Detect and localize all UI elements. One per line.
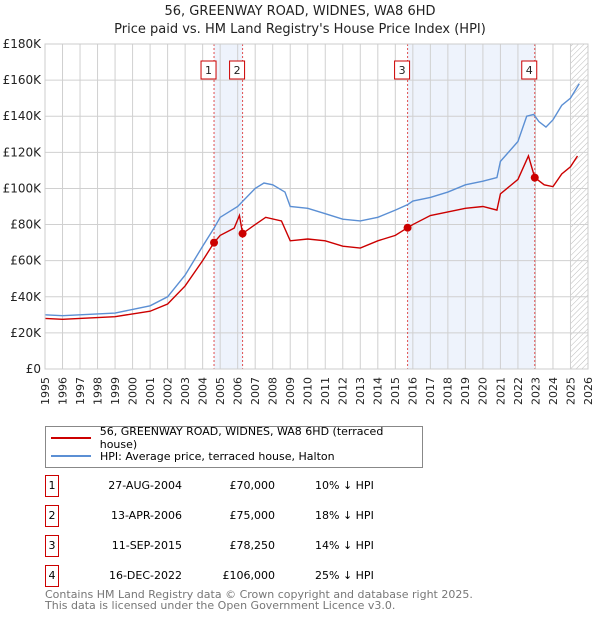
x-tick-label: 2018	[442, 377, 455, 405]
sale-point	[530, 173, 539, 182]
chart-title: 56, GREENWAY ROAD, WIDNES, WA8 6HD	[164, 4, 436, 19]
x-tick-label: 2023	[529, 377, 542, 405]
x-tick-label: 2005	[214, 377, 227, 405]
x-tick-label: 2019	[459, 377, 472, 405]
forecast-region	[570, 44, 588, 369]
x-tick-label: 2009	[284, 377, 297, 405]
x-tick-label: 1998	[91, 377, 104, 405]
y-tick-label: £0	[26, 362, 41, 376]
legend-label: HPI: Average price, terraced house, Halt…	[100, 449, 335, 463]
x-tick-label: 2012	[337, 377, 350, 405]
sale-marker-label: 1	[45, 475, 59, 497]
x-tick-label: 2021	[494, 377, 507, 405]
x-tick-label: 1997	[74, 377, 87, 405]
sale-date: 16-DEC-2022	[108, 569, 182, 582]
sale-marker-box	[229, 60, 246, 80]
y-tick-label: £140K	[3, 109, 43, 123]
hpi-line	[44, 83, 580, 317]
x-tick-label: 2017	[424, 377, 437, 405]
sale-marker-label: 4	[526, 64, 533, 77]
y-tick-label: £100K	[3, 181, 43, 195]
sale-point	[403, 223, 412, 232]
x-tick-label: 2004	[196, 377, 209, 405]
x-tick-label: 2001	[144, 377, 157, 405]
x-tick-label: 2006	[232, 377, 245, 405]
sale-date: 11-SEP-2015	[111, 539, 182, 552]
sale-hpi-diff: 25% ↓ HPI	[315, 569, 374, 582]
y-tick-label: £80K	[10, 218, 42, 232]
chart-plot: 1995 1996 1997 1998 1999 2000 2001 2002 2003 2004…	[3, 37, 595, 405]
property-price-line	[44, 153, 579, 321]
shaded-period	[407, 44, 535, 369]
sale-date: 27-AUG-2004	[108, 479, 182, 492]
sale-marker-label: 3	[45, 535, 59, 557]
plot-frame	[44, 43, 589, 370]
sale-point	[238, 229, 247, 238]
x-tick-label: 1995	[39, 377, 52, 405]
legend-swatch	[51, 437, 91, 439]
x-tick-label: 2013	[354, 377, 367, 405]
sale-marker-label: 1	[205, 64, 212, 77]
sale-price: £70,000	[229, 479, 276, 492]
x-tick-label: 2008	[267, 377, 280, 405]
x-tick-label: 1999	[109, 377, 122, 405]
x-tick-label: 1996	[56, 377, 69, 405]
sale-marker-box	[200, 60, 217, 80]
legend: 56, GREENWAY ROAD, WIDNES, WA8 6HD (terr…	[45, 425, 423, 468]
sale-row: 4 16-DEC-2022 £106,000 25% ↓ HPI	[45, 565, 445, 589]
legend-item-hpi: HPI: Average price, terraced house, Halt…	[46, 448, 335, 464]
x-tick-label: 2014	[372, 377, 385, 405]
x-tick-label: 2024	[547, 377, 560, 405]
sale-row: 1 27-AUG-2004 £70,000 10% ↓ HPI	[45, 475, 445, 499]
sale-row: 3 11-SEP-2015 £78,250 14% ↓ HPI	[45, 535, 445, 559]
x-tick-label: 2025	[564, 377, 577, 405]
x-tick-label: 2015	[389, 377, 402, 405]
x-tick-label: 2011	[319, 377, 332, 405]
sale-point	[210, 238, 219, 247]
sale-price: £106,000	[222, 569, 276, 582]
sale-marker-box	[394, 60, 411, 80]
sale-hpi-diff: 18% ↓ HPI	[315, 509, 374, 522]
sale-marker-label: 3	[399, 64, 406, 77]
footer-line: This data is licensed under the Open Gov…	[45, 599, 396, 612]
x-tick-label: 2022	[512, 377, 525, 405]
sale-price: £75,000	[229, 509, 276, 522]
sale-marker-label: 4	[45, 565, 59, 587]
chart-subtitle: Price paid vs. HM Land Registry's House …	[114, 22, 486, 37]
legend-item-property: 56, GREENWAY ROAD, WIDNES, WA8 6HD (terr…	[46, 425, 422, 451]
x-tick-label: 2007	[249, 377, 262, 405]
sale-hpi-diff: 10% ↓ HPI	[315, 479, 374, 492]
y-tick-label: £60K	[10, 254, 42, 268]
sale-marker-box	[521, 60, 538, 80]
legend-label: 56, GREENWAY ROAD, WIDNES, WA8 6HD (terr…	[99, 425, 384, 451]
y-tick-label: £20K	[10, 326, 42, 340]
sale-price: £78,250	[229, 539, 276, 552]
x-tick-label: 2000	[126, 377, 139, 405]
y-tick-label: £40K	[10, 290, 42, 304]
y-tick-label: £180K	[3, 37, 43, 51]
sale-date: 13-APR-2006	[110, 509, 182, 522]
footer-line: Contains HM Land Registry data © Crown c…	[45, 588, 473, 601]
x-tick-label: 2026	[582, 377, 595, 405]
sale-row: 2 13-APR-2006 £75,000 18% ↓ HPI	[45, 505, 445, 529]
x-tick-label: 2020	[477, 377, 490, 405]
x-tick-label: 2003	[179, 377, 192, 405]
x-tick-label: 2016	[407, 377, 420, 405]
sale-marker-label: 2	[45, 505, 59, 527]
x-tick-label: 2010	[302, 377, 315, 405]
legend-swatch	[51, 455, 91, 457]
sale-hpi-diff: 14% ↓ HPI	[315, 539, 374, 552]
footer: Contains HM Land Registry data © Crown c…	[45, 589, 473, 611]
x-tick-label: 2002	[161, 377, 174, 405]
y-tick-label: £120K	[3, 145, 43, 159]
sale-marker-label: 2	[234, 64, 241, 77]
y-tick-label: £160K	[3, 73, 43, 87]
